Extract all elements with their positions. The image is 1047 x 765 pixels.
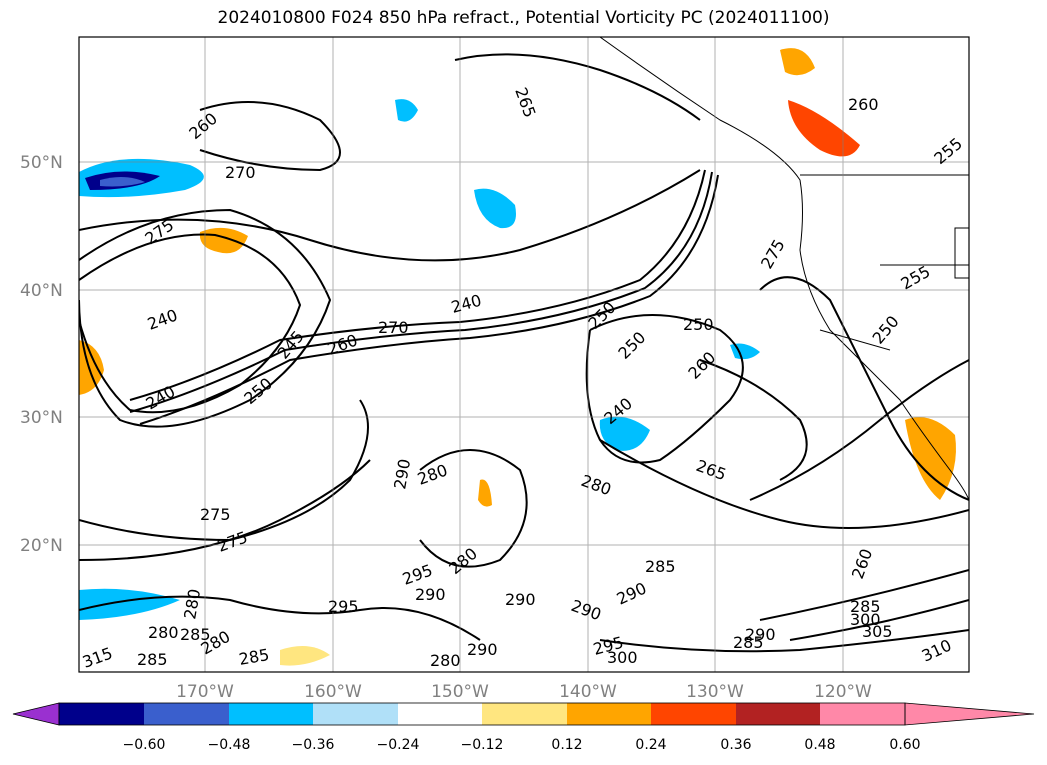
colorbar-segment	[398, 703, 482, 725]
colorbar-tick: 0.36	[720, 737, 751, 753]
lon-label-150w: 150°W	[431, 682, 489, 702]
contour-label: 280	[148, 623, 179, 642]
lat-label-30n: 30°N	[20, 408, 63, 428]
plot-area: 265 260 260 270 255 275 240 240 270 240 …	[79, 37, 969, 672]
contour-label: 295	[328, 597, 359, 616]
contour-label: 305	[862, 622, 893, 641]
colorbar-tick: −0.60	[123, 737, 166, 753]
colorbar-segment	[820, 703, 905, 725]
contour-label: 290	[467, 640, 498, 659]
colorbar-tick: −0.12	[461, 737, 504, 753]
pv-shading	[79, 48, 956, 666]
colorbar-segment	[651, 703, 736, 725]
lat-label-40n: 40°N	[20, 281, 63, 301]
colorbar-segment	[482, 703, 567, 725]
map-title: 2024010800 F024 850 hPa refract., Potent…	[217, 8, 830, 28]
contour-label: 300	[850, 610, 881, 629]
contour-label: 270	[225, 163, 256, 182]
colorbar-segment	[567, 703, 651, 725]
longitude-labels: 170°W 160°W 150°W 140°W 130°W 120°W	[176, 682, 872, 702]
contour-label: 300	[607, 648, 638, 667]
plot-frame	[78, 36, 970, 673]
colorbar-tick: 0.48	[804, 737, 835, 753]
lat-label-50n: 50°N	[20, 153, 63, 173]
colorbar-segment	[313, 703, 398, 725]
contour-label: 285	[850, 597, 881, 616]
contour-lines	[79, 53, 969, 653]
latitude-labels: 50°N 40°N 30°N 20°N	[20, 153, 63, 556]
contour-label: 270	[378, 318, 409, 337]
contour-label: 290	[505, 590, 536, 609]
colorbar-tick: −0.24	[377, 737, 420, 753]
colorbar-segment	[736, 703, 820, 725]
colorbar-tick: 0.24	[635, 737, 666, 753]
gridlines	[79, 37, 969, 672]
contour-label: 285	[180, 625, 211, 644]
contour-label: 285	[733, 633, 764, 652]
contour-label: 250	[683, 315, 714, 334]
contour-label: 275	[200, 505, 231, 524]
contour-label: 290	[745, 625, 776, 644]
contour-label: 260	[848, 95, 879, 114]
colorbar-tick: 0.60	[889, 737, 920, 753]
colorbar-segment	[144, 703, 229, 725]
colorbar-segment	[59, 703, 144, 725]
colorbar-upper-extend	[904, 702, 1035, 726]
lon-label-130w: 130°W	[686, 682, 744, 702]
colorbar-segment	[229, 703, 313, 725]
lon-label-170w: 170°W	[176, 682, 234, 702]
lon-label-140w: 140°W	[559, 682, 617, 702]
contour-label: 285	[137, 650, 168, 669]
contour-label: 290	[415, 585, 446, 604]
colorbar: −0.60 −0.48 −0.36 −0.24 −0.12 0.12 0.24 …	[12, 702, 1035, 753]
colorbar-tick: −0.48	[208, 737, 251, 753]
colorbar-tick: 0.12	[551, 737, 582, 753]
contour-label: 280	[430, 651, 461, 670]
coastlines	[599, 37, 969, 501]
lon-label-160w: 160°W	[304, 682, 362, 702]
colorbar-tick: −0.36	[292, 737, 335, 753]
contour-label: 285	[645, 557, 676, 576]
colorbar-lower-extend	[12, 702, 60, 726]
lon-label-120w: 120°W	[814, 682, 872, 702]
colorbar-ticks: −0.60 −0.48 −0.36 −0.24 −0.12 0.12 0.24 …	[123, 737, 921, 753]
lat-label-20n: 20°N	[20, 536, 63, 556]
